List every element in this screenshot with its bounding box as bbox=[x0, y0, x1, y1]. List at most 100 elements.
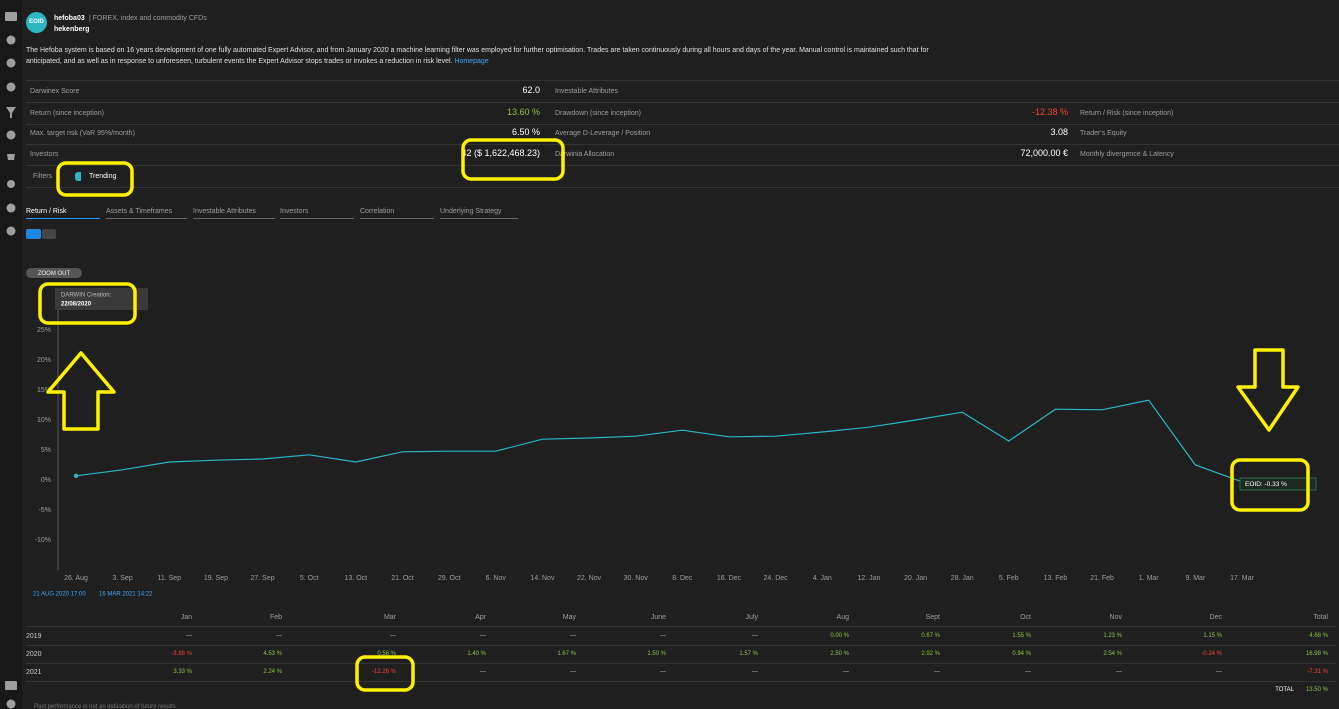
nav-icon[interactable] bbox=[6, 203, 16, 213]
month-value: 16.98 % bbox=[1305, 651, 1328, 657]
x-tick-label: 6. Nov bbox=[486, 575, 507, 582]
x-tick-label: 22. Nov bbox=[577, 575, 602, 582]
stat-label: Trader's Equity bbox=[1080, 130, 1127, 137]
stat-value: -12.38 % bbox=[1031, 107, 1068, 117]
month-value: — bbox=[660, 633, 666, 639]
description: The Hefoba system is based on 16 years d… bbox=[26, 45, 961, 67]
divider bbox=[26, 626, 1336, 627]
stat-label: Drawdown (since inception) bbox=[555, 110, 641, 117]
month-header: Oct bbox=[1020, 614, 1031, 621]
month-value: 2.92 % bbox=[921, 651, 940, 657]
month-value: 1.55 % bbox=[1012, 633, 1031, 639]
month-value: — bbox=[934, 669, 940, 675]
x-tick-label: 21. Feb bbox=[1090, 575, 1114, 582]
y-tick-label: 5% bbox=[41, 447, 51, 454]
month-value: 2.24 % bbox=[263, 669, 282, 675]
x-tick-label: 29. Oct bbox=[438, 575, 461, 582]
month-header: Mar bbox=[383, 614, 396, 621]
nav-icon[interactable] bbox=[6, 58, 16, 68]
month-value: 1.67 % bbox=[557, 651, 576, 657]
footer-note: Past performance is not an indication of… bbox=[34, 704, 176, 709]
month-value: -0.24 % bbox=[1201, 651, 1222, 657]
month-value: — bbox=[752, 669, 758, 675]
month-header: Dec bbox=[1209, 614, 1222, 621]
stat-value: 3.08 bbox=[1050, 127, 1068, 137]
month-value: 1.15 % bbox=[1203, 633, 1222, 639]
month-value: 0.56 % bbox=[377, 651, 396, 657]
month-value: 1.50 % bbox=[647, 651, 666, 657]
range-start: 21 AUG 2020 17:00 bbox=[33, 592, 86, 598]
month-value: — bbox=[480, 633, 486, 639]
tab[interactable]: Underlying Strategy bbox=[440, 207, 518, 219]
menu-icon[interactable] bbox=[5, 12, 17, 21]
end-label: EOID: -0.33 % bbox=[1245, 481, 1287, 488]
homepage-link[interactable]: Homepage bbox=[454, 58, 489, 65]
x-tick-label: 5. Feb bbox=[999, 575, 1019, 582]
month-header: Aug bbox=[836, 614, 849, 621]
nav-icon[interactable] bbox=[6, 699, 16, 709]
stat-label: Investable Attributes bbox=[555, 88, 619, 95]
x-tick-label: 30. Nov bbox=[624, 575, 649, 582]
stat-label: Darwinia Allocation bbox=[555, 151, 615, 158]
divider bbox=[26, 124, 1339, 125]
month-value: 2.50 % bbox=[830, 651, 849, 657]
zoom-label: ZOOM OUT bbox=[38, 271, 71, 277]
x-tick-label: 3. Sep bbox=[113, 575, 133, 582]
creation-label: DARWIN Creation: bbox=[61, 293, 112, 299]
divider bbox=[26, 681, 1336, 682]
stat-value: 62.0 bbox=[522, 85, 540, 95]
creation-date: 22/08/2020 bbox=[61, 302, 92, 308]
divider bbox=[26, 187, 1339, 188]
month-value: -3.88 % bbox=[171, 651, 192, 657]
tab[interactable]: Investable Attributes bbox=[193, 207, 275, 219]
nav-icon[interactable] bbox=[7, 180, 15, 188]
divider bbox=[26, 80, 1339, 81]
month-value: 1.57 % bbox=[739, 651, 758, 657]
nav-icon[interactable] bbox=[6, 226, 16, 236]
chart-toggle bbox=[42, 229, 56, 239]
x-tick-label: 14. Nov bbox=[530, 575, 555, 582]
stat-label: Average D-Leverage / Position bbox=[555, 130, 651, 137]
x-tick-label: 4. Jan bbox=[813, 575, 832, 582]
month-value: — bbox=[390, 633, 396, 639]
video-icon[interactable] bbox=[5, 681, 17, 690]
nav-icon[interactable] bbox=[6, 130, 16, 140]
tab[interactable]: Correlation bbox=[360, 207, 434, 219]
stat-label: Monthly divergence & Latency bbox=[1080, 151, 1174, 158]
month-value: — bbox=[570, 633, 576, 639]
month-value: — bbox=[660, 669, 666, 675]
nav-icon[interactable] bbox=[6, 35, 16, 45]
month-value: 0.67 % bbox=[921, 633, 940, 639]
month-header: June bbox=[650, 614, 666, 621]
tab[interactable]: Return / Risk bbox=[26, 207, 100, 219]
divider bbox=[26, 165, 1339, 166]
series-line bbox=[75, 399, 1243, 483]
year: 2021 bbox=[26, 669, 42, 676]
year: 2020 bbox=[26, 651, 42, 658]
nav-icon[interactable] bbox=[6, 82, 16, 92]
tab[interactable]: Assets & Timeframes bbox=[106, 207, 187, 219]
market: | FOREX, index and commodity CFDs bbox=[89, 15, 207, 22]
month-value: 0.00 % bbox=[830, 633, 849, 639]
darwin-name: hefoba03 bbox=[54, 15, 85, 22]
stat-label: Return / Risk (since inception) bbox=[1080, 110, 1174, 117]
filter-icon[interactable] bbox=[6, 107, 16, 118]
x-tick-label: 9. Mar bbox=[1185, 575, 1206, 582]
stat-label: Darwinex Score bbox=[30, 88, 80, 95]
month-value: 1.40 % bbox=[467, 651, 486, 657]
x-tick-label: 8. Dec bbox=[672, 575, 693, 582]
stat-label: Return (since inception) bbox=[30, 110, 104, 117]
username: hekenberg bbox=[54, 26, 90, 33]
stat-label: Max. target risk (VaR 95%/month) bbox=[30, 130, 135, 137]
x-tick-label: 1. Mar bbox=[1139, 575, 1160, 582]
x-tick-label: 12. Jan bbox=[857, 575, 880, 582]
x-tick-label: 27. Sep bbox=[250, 575, 274, 582]
x-tick-label: 20. Jan bbox=[904, 575, 927, 582]
x-tick-label: 17. Mar bbox=[1230, 575, 1254, 582]
y-tick-label: 15% bbox=[37, 387, 51, 394]
month-value: — bbox=[1116, 669, 1122, 675]
tab[interactable]: Investors bbox=[280, 207, 354, 219]
y-tick-label: 10% bbox=[37, 417, 51, 424]
x-tick-label: 13. Oct bbox=[345, 575, 368, 582]
trophy-icon[interactable] bbox=[7, 154, 15, 160]
